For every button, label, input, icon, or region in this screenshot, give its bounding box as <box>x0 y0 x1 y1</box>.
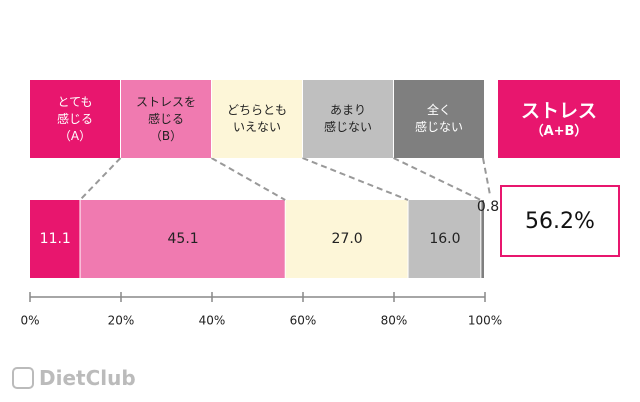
summary-value: 56.2% <box>525 208 595 234</box>
connector <box>393 157 482 201</box>
data-label: 11.1 <box>40 231 71 247</box>
legend-entry: 全く 感じない <box>394 80 484 158</box>
summary-title: ストレス <box>520 99 597 122</box>
x-tick-label: 60% <box>290 314 317 328</box>
connector <box>79 157 122 201</box>
bar-segment <box>80 200 285 278</box>
data-label: 45.1 <box>168 231 199 247</box>
watermark: DietClub <box>12 366 136 390</box>
legend-entry: ストレスを 感じる （B） <box>121 80 211 158</box>
watermark-icon <box>12 367 34 389</box>
summary-box: ストレス （A+B） <box>498 80 620 158</box>
legend-entry: とても 感じる （A） <box>30 80 120 158</box>
summary-value-box: 56.2% <box>500 185 620 257</box>
connector <box>302 157 409 201</box>
x-tick-label: 80% <box>381 314 408 328</box>
data-label: 27.0 <box>332 231 363 247</box>
connector <box>211 157 286 201</box>
x-tick-label: 0% <box>20 314 39 328</box>
watermark-text: DietClub <box>39 366 136 390</box>
x-tick-label: 20% <box>108 314 135 328</box>
data-label: 0.8 <box>477 199 499 215</box>
summary-subtitle: （A+B） <box>530 123 588 139</box>
connector <box>482 157 491 196</box>
bar-segment <box>408 200 481 278</box>
legend-entry: どちらとも いえない <box>212 80 302 158</box>
bar-segment <box>285 200 408 278</box>
x-tick-label: 40% <box>199 314 226 328</box>
legend-entry: あまり 感じない <box>303 80 393 158</box>
bar-segment <box>30 200 80 278</box>
data-label: 16.0 <box>429 231 460 247</box>
bar-segment <box>481 200 484 278</box>
x-tick-label: 100% <box>468 314 502 328</box>
